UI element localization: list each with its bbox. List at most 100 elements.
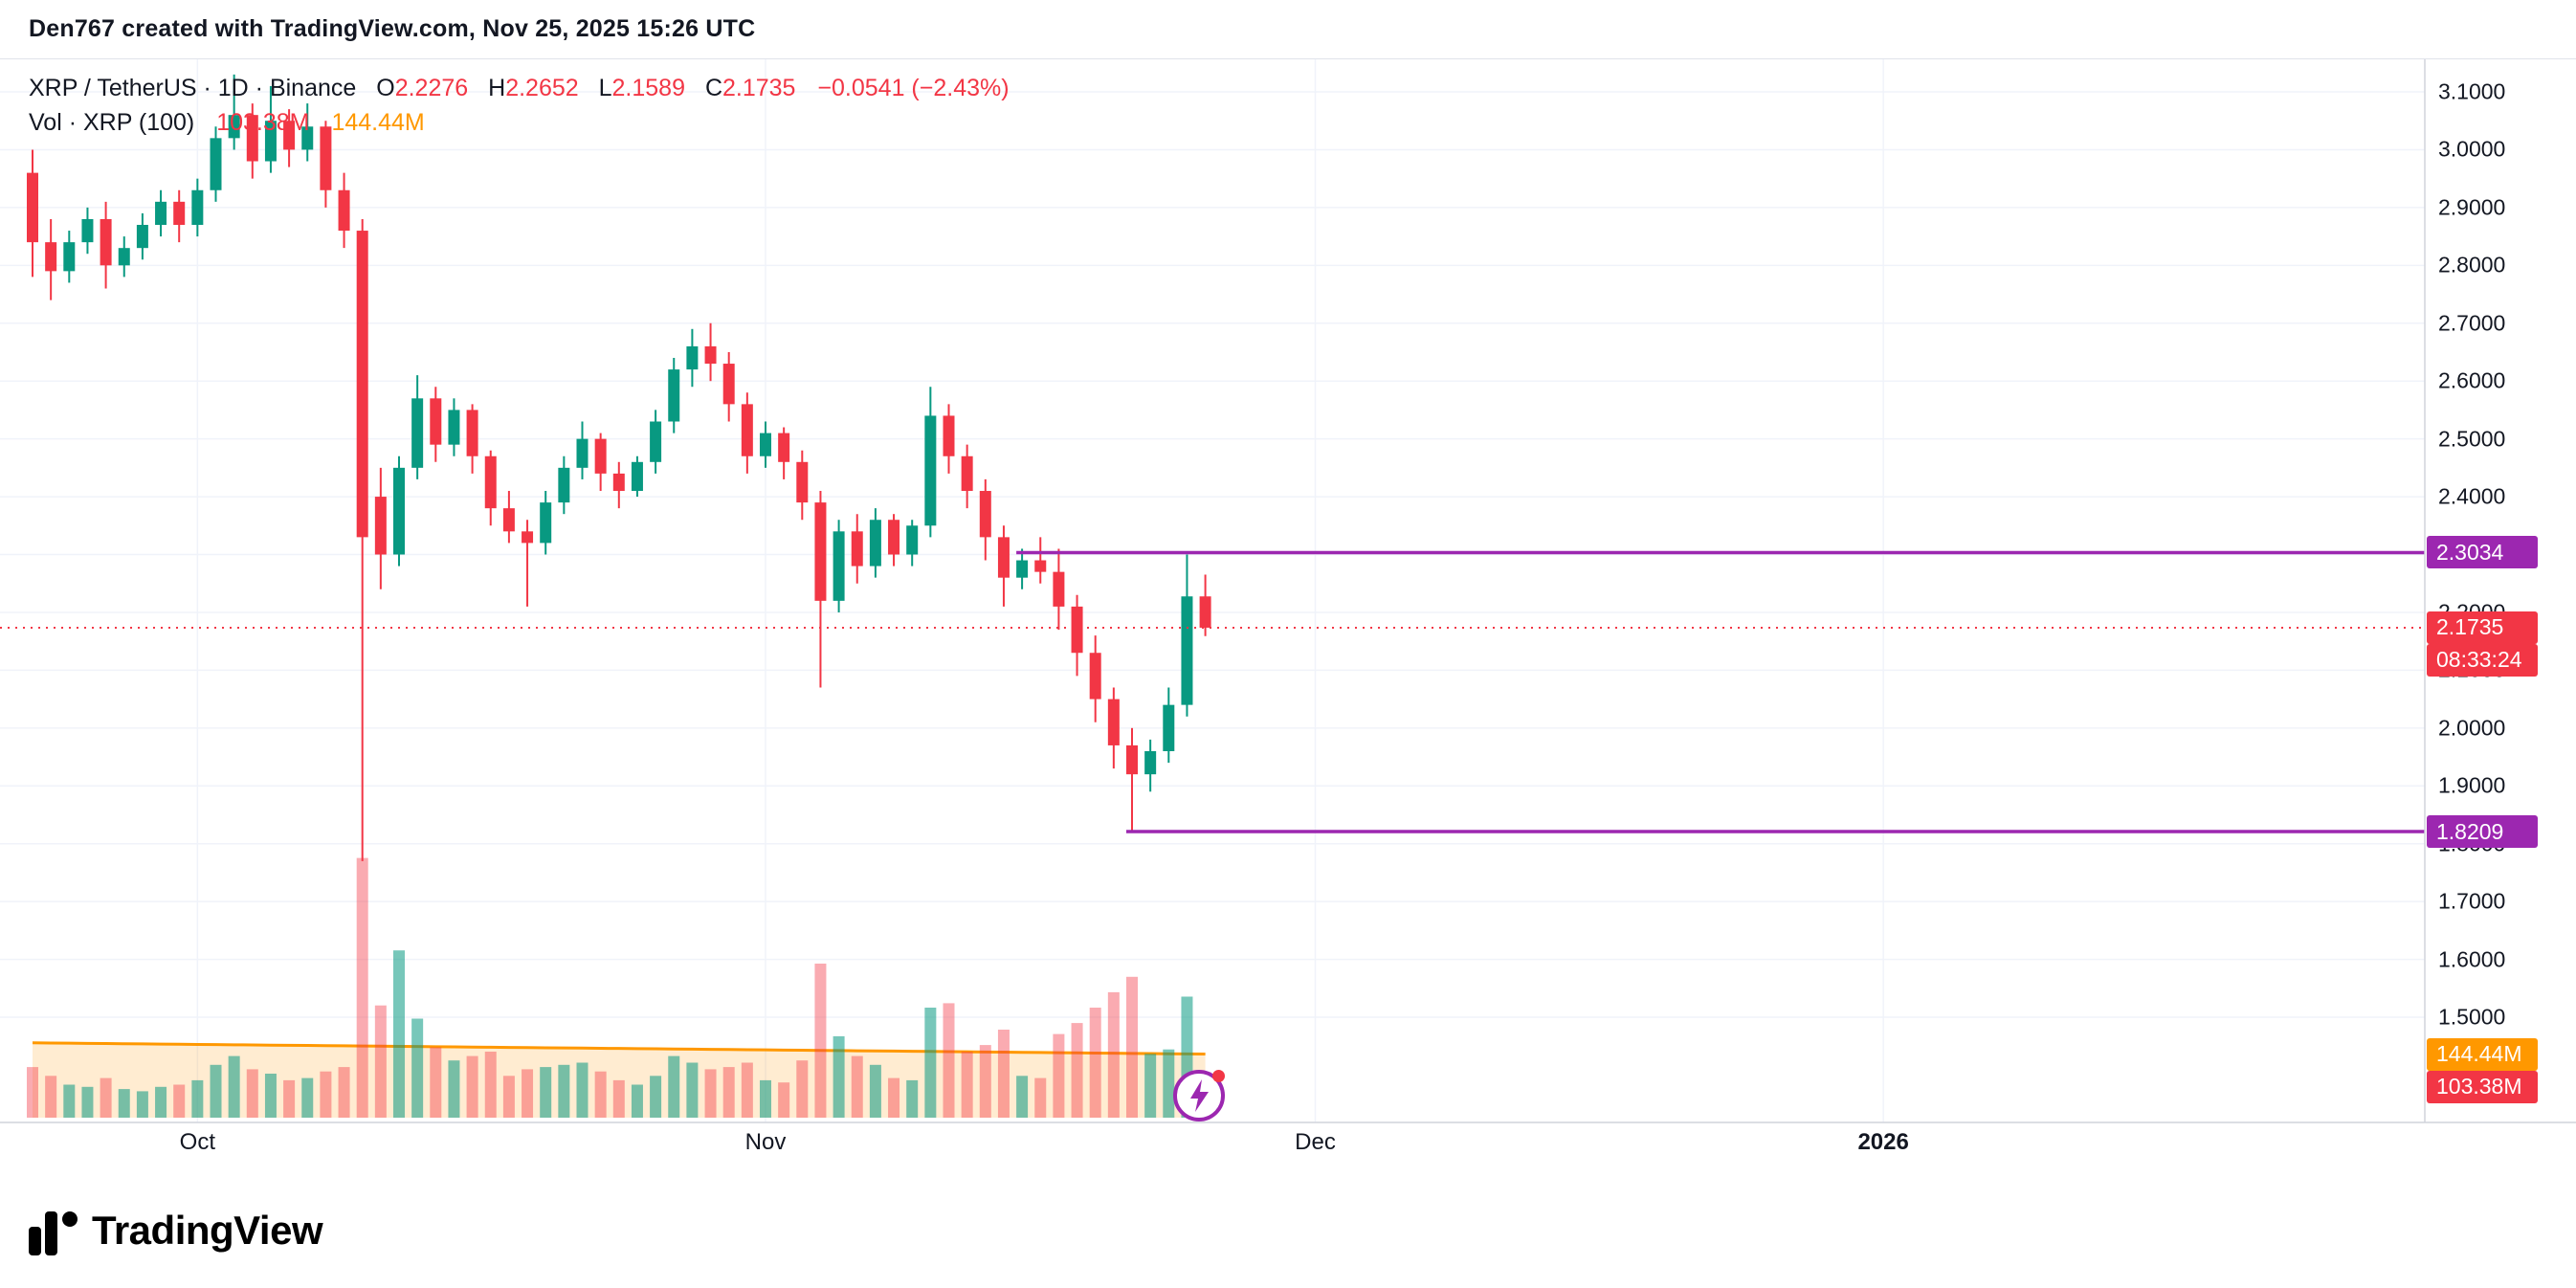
candle-body	[796, 461, 809, 503]
time-tick-nov: Nov	[744, 1129, 787, 1155]
price-tick: 2.9000	[2438, 194, 2506, 220]
volume-bar	[851, 1055, 863, 1118]
volume-bar	[631, 1084, 643, 1118]
candle-body	[576, 438, 588, 468]
candle-body	[833, 531, 845, 601]
price-tick: 2.6000	[2438, 367, 2506, 393]
price-tick: 2.5000	[2438, 426, 2506, 452]
volume-bar	[778, 1082, 790, 1118]
volume-bar	[943, 1003, 955, 1118]
volume-bar	[1034, 1077, 1047, 1118]
candle-body	[704, 345, 717, 365]
volume-bar	[1071, 1023, 1083, 1118]
volume-study-title[interactable]: Vol · XRP (100)	[29, 109, 195, 136]
time-tick-2026: 2026	[1857, 1129, 1909, 1155]
candle-body	[264, 121, 277, 162]
bar-countdown-label: 08:33:24	[2427, 643, 2538, 677]
current-price-label: 2.1735	[2427, 611, 2538, 644]
time-tick-dec: Dec	[1295, 1129, 1336, 1155]
high-label: H	[488, 75, 506, 101]
tradingview-wordmark: TradingView	[92, 1208, 323, 1253]
candle-body	[522, 531, 534, 544]
chart-canvas[interactable]	[0, 59, 2576, 1188]
volume-ma-axis-label: 144.44M	[2427, 1037, 2538, 1071]
level-lines-layer[interactable]	[1016, 550, 2425, 833]
low-value: 2.1589	[611, 75, 685, 101]
volume-bar	[264, 1074, 277, 1118]
candle-body	[888, 520, 900, 555]
volume-bar	[1016, 1076, 1029, 1118]
candle-body	[283, 121, 296, 150]
candle-body	[869, 520, 881, 566]
volume-bar	[594, 1071, 607, 1118]
volume-bar	[448, 1060, 460, 1118]
price-tick: 1.5000	[2438, 1004, 2506, 1030]
volume-bar	[118, 1089, 130, 1118]
time-tick-oct: Oct	[179, 1129, 216, 1155]
candle-body	[1107, 699, 1120, 745]
candle-body	[81, 218, 94, 243]
candle-body	[594, 438, 607, 474]
volume-bar	[961, 1052, 973, 1118]
candle-body	[502, 508, 515, 532]
volume-bar	[888, 1077, 900, 1118]
volume-bar	[924, 1008, 937, 1118]
tradingview-logo[interactable]: TradingView	[29, 1204, 323, 1257]
tradingview-logo-icon	[29, 1211, 78, 1255]
change-value: −0.0541 (−2.43%)	[817, 75, 1010, 101]
price-tick: 1.7000	[2438, 888, 2506, 914]
candle-body	[484, 455, 497, 509]
candle-body	[668, 369, 680, 422]
lightning-badge[interactable]	[1173, 1070, 1225, 1121]
volume-bar	[741, 1062, 753, 1118]
volume-bar	[1089, 1008, 1101, 1118]
lightning-icon	[1190, 1079, 1209, 1112]
candle-body	[1126, 744, 1138, 775]
volume-bar	[704, 1069, 717, 1118]
level-price-label-2-3034[interactable]: 2.3034	[2427, 536, 2538, 569]
candle-body	[778, 433, 790, 462]
candle-body	[466, 410, 478, 456]
volume-bar	[411, 1018, 424, 1118]
volume-bar	[760, 1079, 771, 1118]
volume-bar	[558, 1064, 570, 1118]
volume-bar	[906, 1079, 919, 1118]
candle-body	[558, 467, 570, 503]
volume-bar	[155, 1086, 167, 1118]
candle-body	[27, 172, 38, 243]
close-value: 2.1735	[722, 75, 796, 101]
candle-body	[1016, 560, 1029, 578]
candle-body	[1144, 750, 1157, 775]
close-label: C	[704, 75, 722, 101]
chart-area[interactable]: XRP / TetherUS · 1D · Binance O2.2276 H2…	[0, 59, 2576, 1188]
volume-bar	[668, 1055, 680, 1118]
symbol-title[interactable]: XRP / TetherUS · 1D · Binance	[29, 75, 357, 101]
candle-body	[631, 461, 643, 492]
volume-bars-layer	[27, 857, 1211, 1118]
candle-body	[760, 433, 771, 456]
low-label: L	[598, 75, 612, 101]
volume-bar	[576, 1062, 588, 1118]
volume-bar	[466, 1055, 478, 1118]
candle-body	[961, 455, 973, 492]
candle-body	[301, 126, 314, 150]
volume-bar	[81, 1086, 94, 1118]
candle-body	[448, 410, 460, 445]
header: Den767 created with TradingView.com, Nov…	[0, 0, 2576, 59]
candle-body	[320, 126, 332, 190]
volume-bar	[1144, 1054, 1157, 1118]
volume-bar	[100, 1077, 112, 1118]
chart-legend[interactable]: XRP / TetherUS · 1D · Binance O2.2276 H2…	[29, 71, 1010, 140]
candles-layer	[27, 74, 1211, 861]
candle-body	[686, 345, 699, 370]
volume-bar	[283, 1079, 296, 1118]
candle-body	[100, 218, 112, 266]
price-tick: 2.7000	[2438, 310, 2506, 336]
volume-current-axis-label: 103.38M	[2427, 1070, 2538, 1103]
level-price-label-1-8209[interactable]: 1.8209	[2427, 815, 2538, 849]
snapshot-title: Den767 created with TradingView.com, Nov…	[29, 15, 756, 42]
candle-body	[1089, 653, 1101, 700]
volume-bar	[869, 1064, 881, 1118]
candle-body	[924, 415, 937, 526]
